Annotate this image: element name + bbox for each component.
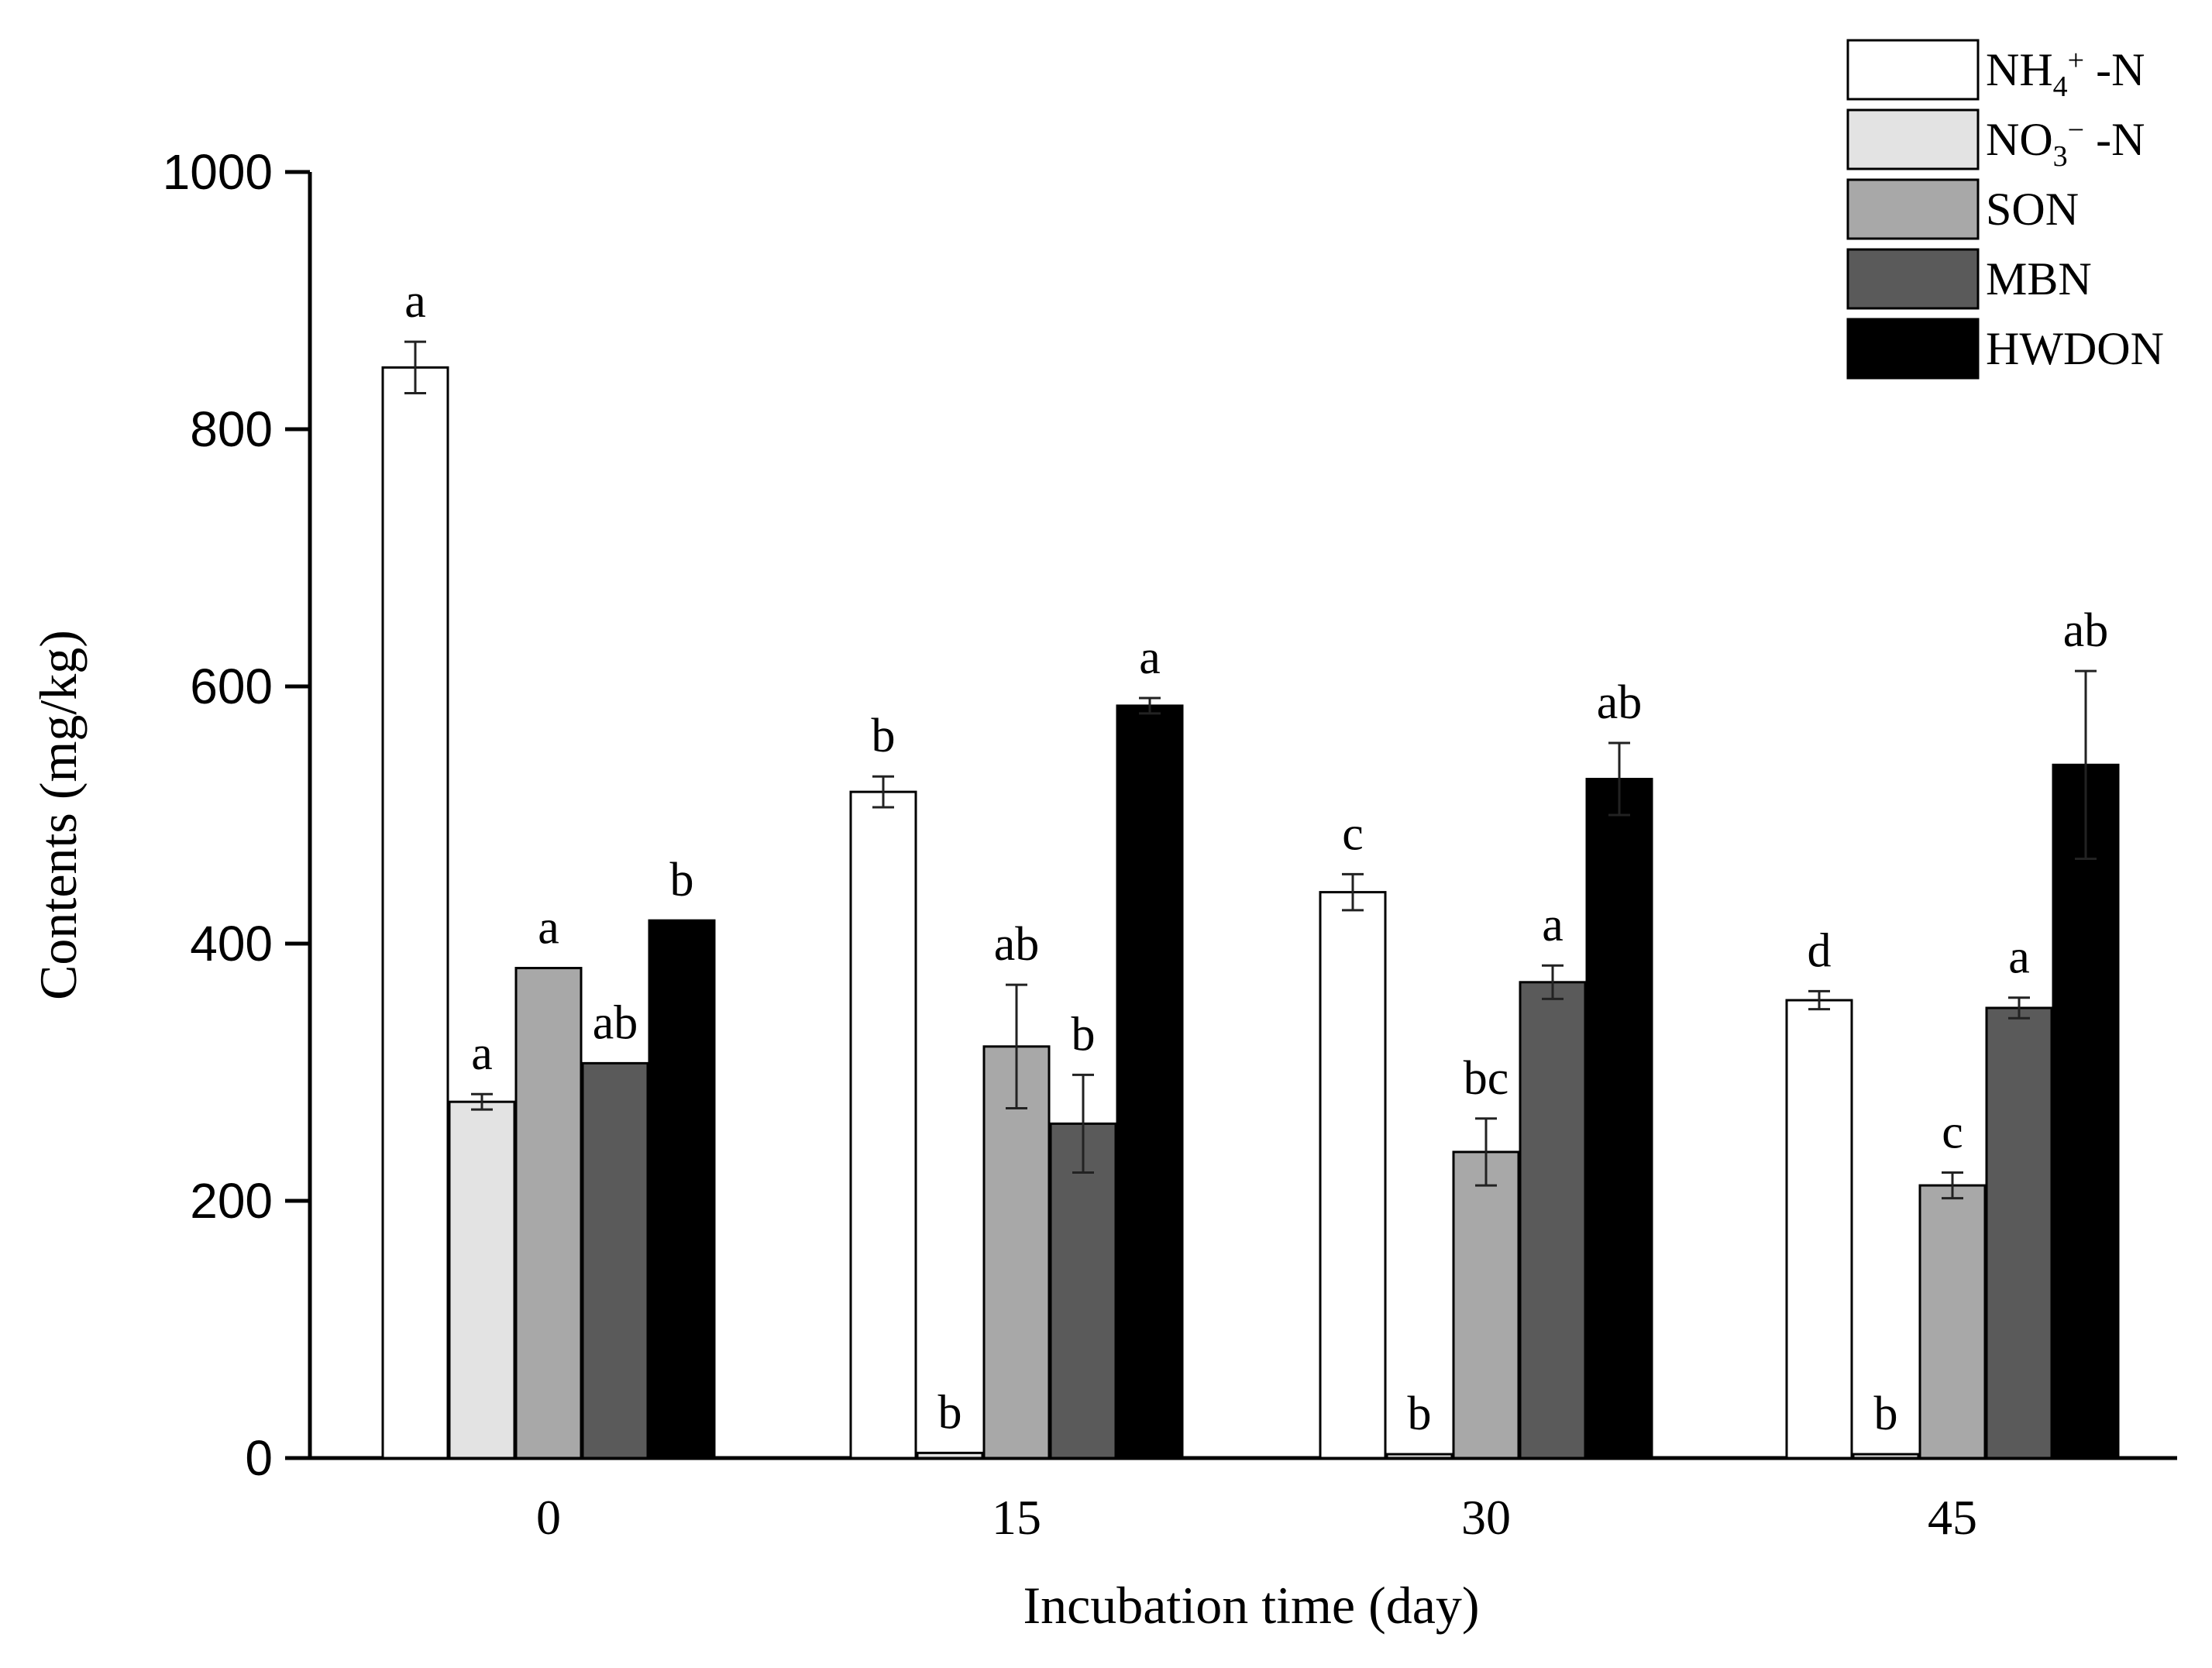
significance-label: b bbox=[670, 854, 694, 906]
bar bbox=[1918, 1184, 1987, 1460]
significance-label: ab bbox=[994, 918, 1040, 971]
significance-label: b bbox=[1874, 1388, 1898, 1440]
significance-label: b bbox=[1072, 1008, 1096, 1061]
x-tick-label: 0 bbox=[536, 1490, 561, 1545]
legend-swatch bbox=[1846, 248, 1980, 310]
y-tick-label: 1000 bbox=[163, 144, 273, 200]
bar bbox=[381, 366, 449, 1460]
legend-swatch bbox=[1846, 108, 1980, 170]
legend-label: NH4+ -N bbox=[1986, 44, 2145, 103]
bar bbox=[1852, 1453, 1920, 1460]
significance-label: b bbox=[938, 1386, 962, 1439]
bar bbox=[849, 790, 917, 1460]
significance-label: d bbox=[1808, 924, 1832, 977]
legend: NH4+ -N NO3− -N SON MBN HWDON bbox=[1846, 39, 2164, 380]
bar bbox=[982, 1045, 1051, 1460]
significance-label: a bbox=[1542, 899, 1564, 951]
bar bbox=[1985, 1006, 2053, 1460]
legend-label: MBN bbox=[1986, 253, 2092, 304]
significance-label: b bbox=[872, 710, 896, 762]
bar bbox=[448, 1100, 516, 1460]
significance-label: bc bbox=[1464, 1052, 1509, 1105]
bar bbox=[1385, 1453, 1453, 1460]
legend-label: NO3− -N bbox=[1986, 114, 2145, 173]
significance-label: a bbox=[404, 275, 426, 328]
significance-label: a bbox=[1139, 631, 1161, 684]
bar bbox=[514, 967, 583, 1460]
legend-swatch bbox=[1846, 318, 1980, 380]
x-tick-label: 45 bbox=[1928, 1490, 1977, 1545]
y-tick-label: 0 bbox=[245, 1430, 273, 1486]
bar bbox=[1585, 778, 1653, 1460]
error-bars bbox=[404, 340, 2097, 1200]
bars bbox=[381, 366, 2120, 1460]
significance-label: a bbox=[2008, 931, 2030, 984]
bar bbox=[581, 1061, 649, 1460]
y-axis-title: Contents (mg/kg) bbox=[29, 630, 88, 1000]
legend-label: SON bbox=[1986, 184, 2079, 235]
y-ticks: 0 200 400 600 800 1000 bbox=[163, 144, 310, 1486]
bar bbox=[1519, 981, 1587, 1460]
legend-swatch bbox=[1846, 178, 1980, 240]
bar bbox=[1452, 1150, 1520, 1460]
x-tick-label: 30 bbox=[1461, 1490, 1511, 1545]
x-tick-label: 15 bbox=[992, 1490, 1041, 1545]
x-ticks: 0 15 30 45 bbox=[536, 1490, 1977, 1545]
significance-label: ab bbox=[593, 996, 638, 1049]
bar bbox=[1116, 704, 1184, 1460]
y-tick-label: 800 bbox=[190, 401, 273, 457]
significance-label: c bbox=[1342, 807, 1364, 860]
y-tick-label: 600 bbox=[190, 659, 273, 714]
legend-swatch bbox=[1846, 39, 1980, 101]
significance-label: ab bbox=[1597, 676, 1643, 729]
significance-label: b bbox=[1408, 1388, 1432, 1440]
bar bbox=[1319, 891, 1387, 1460]
y-tick-label: 200 bbox=[190, 1173, 273, 1229]
x-axis-title: Incubation time (day) bbox=[1023, 1576, 1479, 1635]
significance-label: a bbox=[538, 902, 559, 954]
significance-label: ab bbox=[2063, 604, 2109, 657]
bar bbox=[648, 919, 716, 1460]
bar bbox=[1785, 999, 1853, 1460]
significance-label: a bbox=[471, 1027, 493, 1080]
significance-label: c bbox=[1942, 1106, 1963, 1158]
bar bbox=[2052, 763, 2120, 1460]
legend-label: HWDON bbox=[1986, 323, 2164, 374]
bar bbox=[916, 1451, 984, 1460]
bar bbox=[1049, 1122, 1117, 1460]
y-tick-label: 400 bbox=[190, 916, 273, 972]
